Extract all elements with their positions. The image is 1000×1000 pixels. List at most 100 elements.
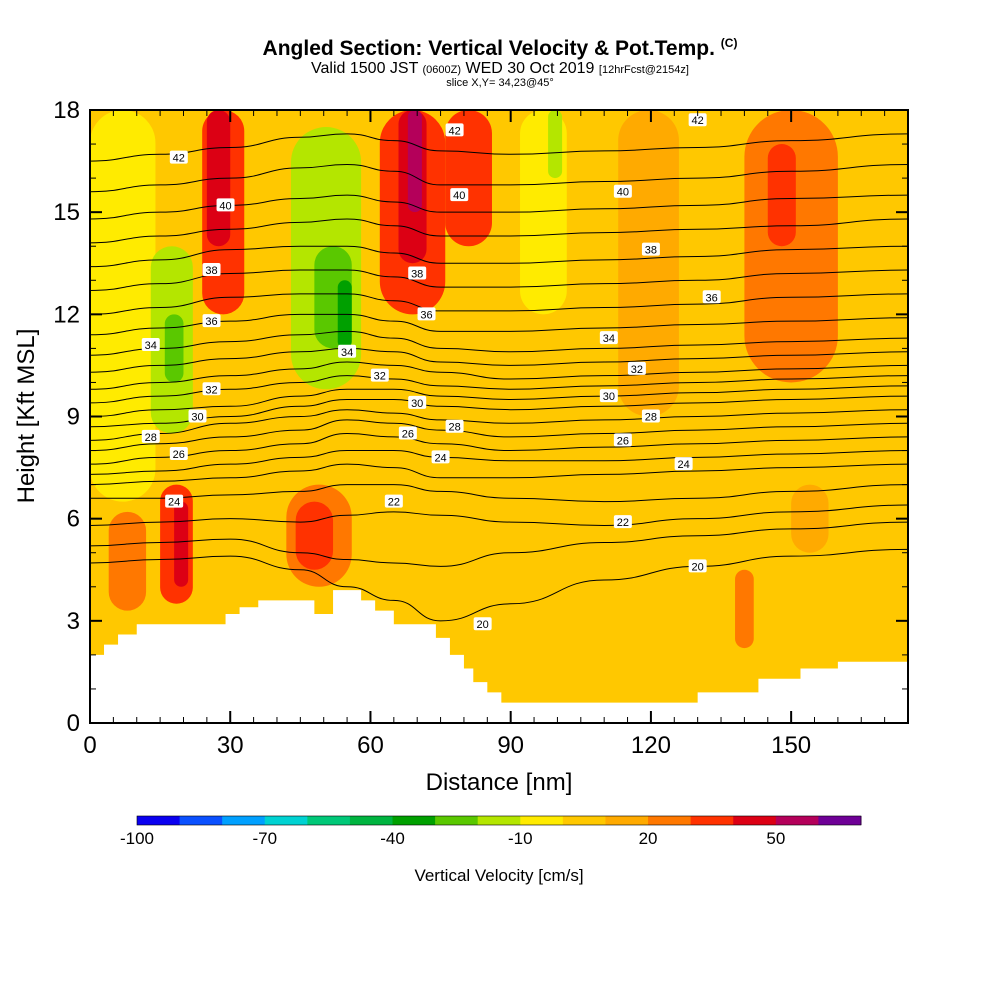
contour-label-box-14	[599, 331, 618, 345]
contour-label-box-8	[641, 242, 660, 256]
colorbar-segment-14	[733, 816, 777, 825]
contour-label-40: 40	[219, 200, 231, 212]
terrain-shape	[90, 590, 908, 723]
theta-contour-31	[90, 375, 908, 404]
colorbar-label-20: 20	[639, 829, 658, 848]
contour-label-40: 40	[453, 190, 465, 202]
contour-label-30: 30	[411, 398, 423, 410]
y-tick-label-15: 15	[53, 199, 80, 226]
colorbar-label-50: 50	[766, 829, 785, 848]
contour-label-box-24	[169, 446, 188, 460]
x-tick-label-90: 90	[497, 732, 524, 759]
theta-contour-36	[90, 293, 908, 315]
contour-label-box-2	[688, 113, 707, 127]
contour-label-box-33	[473, 617, 492, 631]
contour-label-24: 24	[434, 452, 446, 464]
chart-title-suffix: (C)	[720, 36, 738, 50]
x-tick-label-150: 150	[771, 732, 811, 759]
contour-label-42: 42	[173, 153, 185, 165]
colorbar-segment-5	[349, 816, 394, 825]
contour-label-26: 26	[173, 449, 185, 461]
colorbar-label--100: -100	[120, 829, 154, 848]
contour-label-28: 28	[645, 412, 657, 424]
contour-label-30: 30	[603, 391, 615, 403]
theta-contour-38	[90, 245, 908, 268]
theta-contour-41	[90, 163, 908, 193]
colorbar-segment-1	[179, 816, 223, 825]
colorbar-frame	[136, 815, 862, 826]
contour-label-42: 42	[448, 125, 460, 137]
theta-contour-32	[90, 361, 908, 390]
w-cell-14	[548, 110, 563, 179]
theta-contour-33	[90, 347, 908, 373]
colorbar-segment-6	[392, 816, 436, 825]
chart-subtitle: Valid 1500 JST (0600Z) WED 30 Oct 2019 […	[0, 61, 1000, 78]
contour-label-22: 22	[617, 517, 629, 529]
contour-label-28: 28	[145, 432, 157, 444]
colorbar-segment-7	[435, 816, 479, 825]
colorbar-segment-16	[818, 816, 862, 825]
contour-label-34: 34	[603, 333, 615, 345]
contour-label-box-16	[370, 368, 389, 382]
w-cell-24	[791, 484, 829, 553]
contour-label-box-26	[613, 433, 632, 447]
contour-label-box-23	[641, 409, 660, 423]
theta-contour-24	[90, 463, 908, 486]
contour-label-box-11	[702, 290, 721, 304]
w-cell-11	[407, 110, 422, 213]
contour-label-22: 22	[388, 497, 400, 509]
colorbar-segment-11	[605, 816, 649, 825]
y-axis-label: Height [Kft MSL]	[13, 329, 40, 504]
contour-label-32: 32	[205, 384, 217, 396]
contour-label-box-22	[445, 419, 464, 433]
y-tick-label-0: 0	[67, 710, 80, 737]
contour-label-box-29	[674, 457, 693, 471]
theta-contour-23	[90, 484, 908, 503]
x-tick-label-30: 30	[217, 732, 244, 759]
w-cell-17	[767, 144, 796, 247]
contour-label-30: 30	[191, 412, 203, 424]
colorbar-segment-3	[264, 816, 308, 825]
colorbar-label--70: -70	[252, 829, 277, 848]
contour-label-box-1	[445, 123, 464, 137]
contour-label-box-28	[431, 450, 450, 464]
contour-label-38: 38	[205, 265, 217, 277]
contour-label-box-25	[398, 426, 417, 440]
contour-label-box-3	[216, 198, 235, 212]
contour-label-34: 34	[341, 347, 353, 359]
theta-contour-35	[90, 313, 908, 336]
y-tick-label-9: 9	[67, 404, 80, 431]
contour-label-box-20	[599, 389, 618, 403]
chart-title-text: Angled Section: Vertical Velocity & Pot.…	[262, 37, 715, 60]
contour-label-box-0	[169, 150, 188, 164]
valid-date: WED 30 Oct 2019	[465, 60, 595, 77]
theta-contour-20	[90, 548, 908, 622]
contour-label-32: 32	[631, 364, 643, 376]
contour-label-24: 24	[678, 459, 690, 471]
theta-contour-29	[90, 395, 908, 428]
contour-label-20: 20	[692, 561, 704, 573]
contour-labels: 42 42 42 40 40 40 38 38 38 36 36 36 34 34 34 32 32 32 30 30…	[141, 113, 721, 631]
theta-contour-27	[90, 419, 908, 452]
w-cell-20	[174, 501, 189, 587]
w-cell-22	[295, 501, 334, 570]
contour-label-box-6	[202, 263, 221, 277]
colorbar-segment-12	[648, 816, 692, 825]
y-tick-label-18: 18	[53, 97, 80, 124]
contour-label-40: 40	[617, 187, 629, 199]
colorbar-label--40: -40	[380, 829, 405, 848]
colorbar-segment-4	[307, 816, 351, 825]
contour-label-box-4	[450, 188, 469, 202]
x-axis-label: Distance [nm]	[426, 769, 573, 796]
theta-contour-26	[90, 433, 908, 465]
valid-forecast: [12hrFcst@2154z]	[598, 64, 689, 76]
colorbar-segment-15	[775, 816, 819, 825]
w-cell-1	[90, 110, 156, 502]
chart-title: Angled Section: Vertical Velocity & Pot.…	[0, 36, 1000, 61]
x-tick-label-60: 60	[357, 732, 384, 759]
contour-label-20: 20	[477, 619, 489, 631]
contour-label-34: 34	[145, 340, 157, 352]
x-tick-label-120: 120	[631, 732, 671, 759]
theta-contour-42	[90, 133, 908, 162]
colorbar-label--10: -10	[508, 829, 533, 848]
